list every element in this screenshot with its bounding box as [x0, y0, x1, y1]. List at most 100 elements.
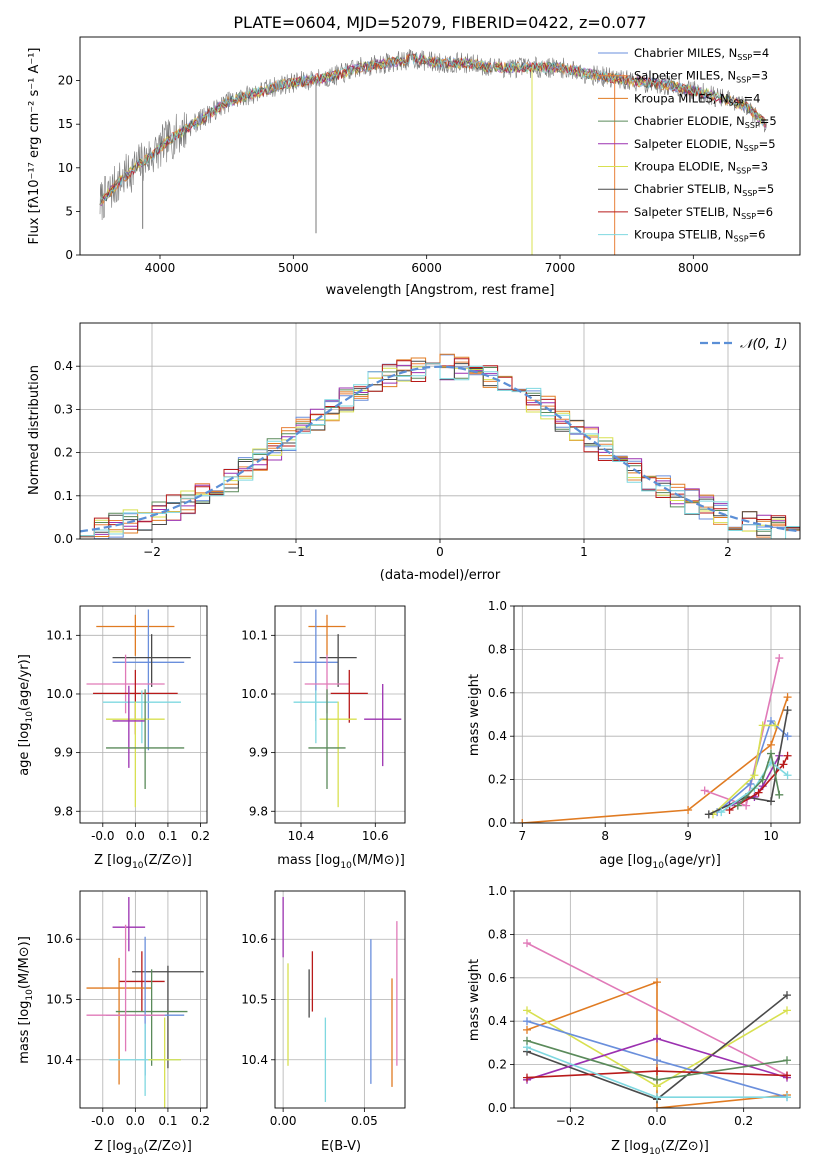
age-vs-mass-panel: 10.4 10.6 9.8 9.9 10.0 10.1: [241, 605, 406, 843]
massweight-point-marker: [750, 771, 759, 780]
y-tick-label: 9.8: [54, 804, 73, 818]
massweight-series-line: [708, 710, 789, 816]
x-tick-label: 8: [601, 829, 609, 843]
y-tick-label: 1.0: [488, 599, 507, 613]
mass-vs-ebv-panel: 0.00 0.05 10.4 10.5 10.6: [241, 890, 406, 1128]
x-tick-label: 10.6: [362, 829, 389, 843]
massweight-vs-age-xlabel: age [log10(age/yr)]: [599, 853, 721, 871]
age-vs-z-ylabel: age [log10(age/yr)]: [17, 654, 35, 776]
massweight-point-marker: [523, 1017, 531, 1026]
spectrum-lines: [99, 49, 767, 255]
normal-distribution-curve: [80, 365, 800, 533]
legend-entry-count: =6: [749, 228, 766, 242]
x-tick-label: 0.00: [270, 1114, 297, 1128]
massweight-point-marker: [523, 939, 531, 948]
x-tick-label: 9: [684, 829, 692, 843]
x-tick-label: −2: [143, 545, 161, 559]
x-tick-label: 0.1: [158, 1114, 177, 1128]
y-tick-label: 0.8: [488, 927, 507, 941]
y-tick-label: 10.5: [241, 993, 268, 1007]
legend-entry-text: Chabrier ELODIE, N: [634, 114, 745, 128]
y-tick-label: 0.0: [54, 532, 73, 546]
massweight-point-marker: [653, 1093, 661, 1102]
legend-entry: 𝒩(0, 1): [740, 337, 787, 352]
y-tick-label: 9.8: [249, 804, 268, 818]
legend-entry-text: Salpeter ELODIE, N: [634, 137, 744, 151]
legend-entry: Kroupa ELODIE, NSSP=3: [634, 160, 768, 176]
x-tick-label: 1: [580, 545, 588, 559]
massweight-series-line: [522, 696, 789, 823]
x-tick-label: 4000: [145, 261, 176, 275]
y-tick-label: 0.0: [488, 1101, 507, 1115]
legend-entry-text: Salpeter MILES, N: [634, 69, 736, 83]
massweight-series-line: [712, 724, 776, 815]
x-tick-label: 0.1: [158, 829, 177, 843]
massweight-point-marker: [775, 654, 784, 663]
y-tick-label: 5: [65, 204, 73, 218]
legend-entry-count: =6: [756, 205, 773, 219]
y-tick-label: 1.0: [488, 884, 507, 898]
x-tick-label: 8000: [678, 261, 709, 275]
massweight-point-marker: [771, 721, 780, 730]
age-vs-z-panel: -0.0 0.0 0.1 0.2 9.8 9.9 10.0 10.1: [46, 605, 210, 843]
massweight-point-marker: [653, 1034, 661, 1043]
x-tick-label: 7: [518, 829, 526, 843]
y-tick-label: 0.4: [488, 1014, 507, 1028]
legend-entry-subscript: SSP: [729, 98, 744, 107]
legend-entry: Salpeter STELIB, NSSP=6: [634, 205, 773, 221]
massweight-point-marker: [783, 1006, 791, 1015]
legend-entry-subscript: SSP: [737, 53, 752, 62]
y-tick-label: 20: [58, 74, 73, 88]
legend-entry: Salpeter ELODIE, NSSP=5: [634, 137, 776, 153]
x-tick-label: 7000: [545, 261, 576, 275]
legend-entry-subscript: SSP: [736, 76, 751, 85]
massweight-point-marker: [700, 786, 709, 795]
y-tick-label: 0.4: [488, 729, 507, 743]
age-vs-z-xlabel: Z [log10(Z/Z⊙)]: [94, 853, 192, 871]
x-tick-label: 2: [724, 545, 732, 559]
model-spectrum-line: [99, 52, 766, 205]
legend-entry-count: =5: [760, 114, 777, 128]
x-tick-label: 6000: [411, 261, 442, 275]
axes-frame: [79, 890, 208, 1109]
massweight-point-marker: [523, 1073, 531, 1082]
series-layer: [518, 654, 792, 823]
spectrum-xlabel: wavelength [Angstrom, rest frame]: [326, 283, 555, 298]
model-spectrum-line: [99, 53, 766, 205]
massweight-point-marker: [746, 779, 755, 788]
massweight-point-marker: [653, 978, 661, 987]
y-tick-label: 0.6: [488, 686, 507, 700]
y-tick-label: 9.9: [249, 746, 268, 760]
x-tick-label: 0.05: [351, 1114, 378, 1128]
massweight-point-marker: [783, 991, 791, 1000]
x-tick-label: -0.0: [91, 1114, 114, 1128]
massweight-series-line: [737, 750, 781, 807]
axes-frame: [513, 605, 801, 824]
x-tick-label: −1: [287, 545, 305, 559]
y-tick-label: 10.0: [241, 687, 268, 701]
legend-entry-count: =5: [759, 137, 776, 151]
spectrum-panel: 4000 5000 6000 7000 8000 0 5 10 15 20 Chabrier MIL…: [58, 36, 801, 275]
legend-entry-count: =3: [751, 69, 768, 83]
massweight-point-marker: [783, 1071, 791, 1080]
x-tick-label: −0.2: [556, 1114, 585, 1128]
legend-entry: Kroupa MILES, NSSP=4: [634, 91, 760, 107]
residuals-ylabel: Normed distribution: [27, 365, 42, 495]
y-tick-label: 15: [58, 117, 73, 131]
massweight-point-marker: [704, 810, 713, 819]
massweight-point-marker: [758, 775, 767, 784]
x-tick-label: 0.0: [126, 1114, 145, 1128]
massweight-point-marker: [766, 740, 775, 749]
massweight-point-marker: [523, 1036, 531, 1045]
legend-entry-count: =3: [751, 160, 768, 174]
legend-entry-text: Chabrier MILES, N: [634, 46, 737, 60]
massweight-vs-z-panel: −0.2 0.0 0.2 0.0 0.2 0.4 0.6 0.8 1.0: [488, 884, 801, 1128]
y-tick-label: 9.9: [54, 746, 73, 760]
axes-frame: [79, 605, 208, 824]
legend-entry: Chabrier ELODIE, NSSP=5: [634, 114, 777, 130]
axes-frame: [79, 36, 801, 256]
y-tick-label: 10.6: [46, 932, 73, 946]
massweight-point-marker: [779, 760, 788, 769]
axes-frame: [274, 605, 406, 824]
massweight-point-marker: [717, 808, 726, 817]
